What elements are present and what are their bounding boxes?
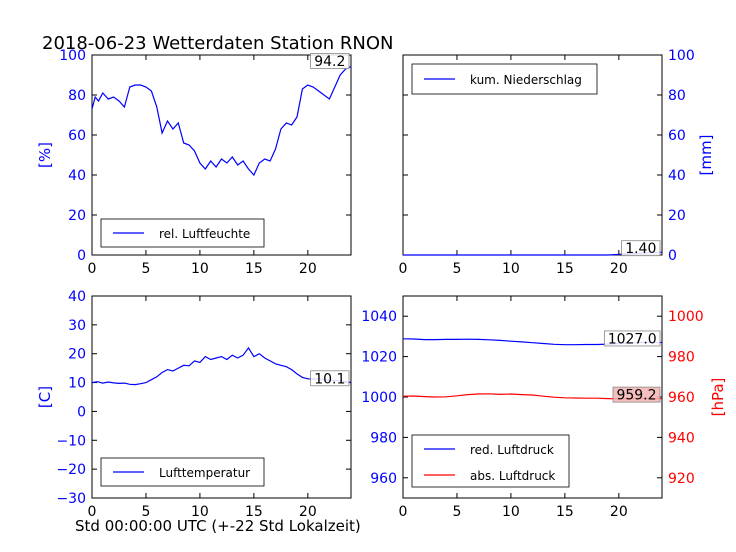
- y-tick-label: 30: [68, 318, 86, 334]
- x-tick-label: 15: [245, 504, 263, 520]
- x-tick-label: 0: [399, 504, 408, 520]
- y-tick-label: 80: [668, 88, 686, 104]
- x-tick-label: 5: [141, 504, 150, 520]
- last-value-badge: [604, 330, 661, 347]
- x-tick-label: 15: [556, 504, 574, 520]
- y2-tick-label: 920: [668, 471, 695, 487]
- plot-frame: [91, 54, 352, 256]
- y-tick-label: 60: [668, 128, 686, 144]
- y-tick-label: −10: [56, 433, 86, 449]
- x-tick-label: 10: [191, 261, 209, 277]
- x-tick-label: 20: [610, 261, 628, 277]
- last-value-label: 94.2: [314, 54, 345, 70]
- y-tick-label: 960: [370, 471, 397, 487]
- legend-label: red. Luftdruck: [470, 443, 554, 457]
- y-tick-label: −30: [56, 491, 86, 507]
- legend-box: [411, 434, 570, 488]
- y-tick-label: 0: [77, 248, 86, 264]
- y2-tick-label: 940: [668, 430, 695, 446]
- y-axis-label: [%]: [36, 142, 54, 168]
- x-tick-label: 0: [399, 261, 408, 277]
- y-tick-label: 40: [668, 168, 686, 184]
- legend-label: Lufttemperatur: [159, 466, 250, 480]
- legend-label: abs. Luftdruck: [470, 469, 555, 483]
- last-value-badge: [621, 240, 661, 257]
- last-value-label: 10.1: [314, 371, 345, 387]
- y-tick-label: 980: [370, 430, 397, 446]
- y-tick-label: 20: [68, 208, 86, 224]
- y-axis-label: [mm]: [697, 135, 715, 176]
- y2-tick-label: 1000: [668, 309, 704, 325]
- panel-pressure: 0 5 10 15 20 960 980 1000 1020 1040 920 940 960 980 10…: [361, 295, 727, 520]
- y-tick-label: 80: [68, 88, 86, 104]
- x-tick-label: 15: [245, 261, 263, 277]
- x-tick-label: 10: [502, 504, 520, 520]
- x-tick-label: 20: [299, 504, 317, 520]
- y-tick-label: 1000: [361, 390, 397, 406]
- panel-precipitation: 0 5 10 15 20 0 20 40 60 80 100 [mm] 1.40 kum. Nieders…: [399, 48, 715, 277]
- plot-frame: [91, 295, 352, 499]
- y-tick-label: 60: [68, 128, 86, 144]
- legend-label: kum. Niederschlag: [470, 73, 582, 87]
- panel-temperature: 0 5 10 15 20 −30 −20 −10 0 10 20 30 40 [C] 10.1 Lufttem…: [36, 289, 352, 520]
- chart-title: 2018-06-23 Wetterdaten Station RNON: [42, 33, 393, 54]
- x-tick-label: 10: [191, 504, 209, 520]
- last-value-badge: [310, 53, 350, 69]
- x-tick-label: 15: [556, 261, 574, 277]
- last-value-badge: [612, 386, 661, 403]
- x-tick-label: 5: [452, 504, 461, 520]
- y-tick-label: 0: [668, 248, 677, 264]
- legend-label: rel. Luftfeuchte: [159, 227, 250, 241]
- last-value-label: 1027.0: [608, 331, 657, 347]
- y-axis-label: [C]: [36, 386, 54, 408]
- x-tick-label: 20: [299, 261, 317, 277]
- x-tick-label: 20: [610, 504, 628, 520]
- panel-humidity: 0 5 10 15 20 0 20 40 60 80 100 [%] 94.2 rel. Luftfeuc…: [36, 48, 352, 277]
- y-tick-label: 1020: [361, 350, 397, 366]
- x-tick-label: 10: [502, 261, 520, 277]
- y-tick-label: 100: [668, 48, 695, 64]
- series-line-rel-luftfeuchte: [91, 66, 352, 177]
- y-tick-label: 100: [59, 48, 86, 64]
- y2-tick-label: 980: [668, 350, 695, 366]
- x-tick-label: 0: [88, 504, 97, 520]
- last-value-badge: [310, 370, 350, 387]
- y2-axis-label: [hPa]: [709, 378, 727, 417]
- y-tick-label: 20: [68, 347, 86, 363]
- x-tick-label: 5: [452, 261, 461, 277]
- x-tick-label: 5: [141, 261, 150, 277]
- y-tick-label: 20: [668, 208, 686, 224]
- y-tick-label: 0: [77, 404, 86, 420]
- series-line-lufttemperatur: [91, 346, 352, 386]
- y-tick-label: 10: [68, 376, 86, 392]
- last-value-label: 1.40: [625, 241, 656, 257]
- x-tick-label: 0: [88, 261, 97, 277]
- y-tick-label: −20: [56, 462, 86, 478]
- last-value-label: 959.2: [616, 388, 656, 404]
- y-tick-label: 40: [68, 168, 86, 184]
- y2-tick-label: 960: [668, 390, 695, 406]
- x-axis-caption: Std 00:00:00 UTC (+-22 Std Lokalzeit): [75, 517, 361, 535]
- y-tick-label: 40: [68, 289, 86, 305]
- y-tick-label: 1040: [361, 309, 397, 325]
